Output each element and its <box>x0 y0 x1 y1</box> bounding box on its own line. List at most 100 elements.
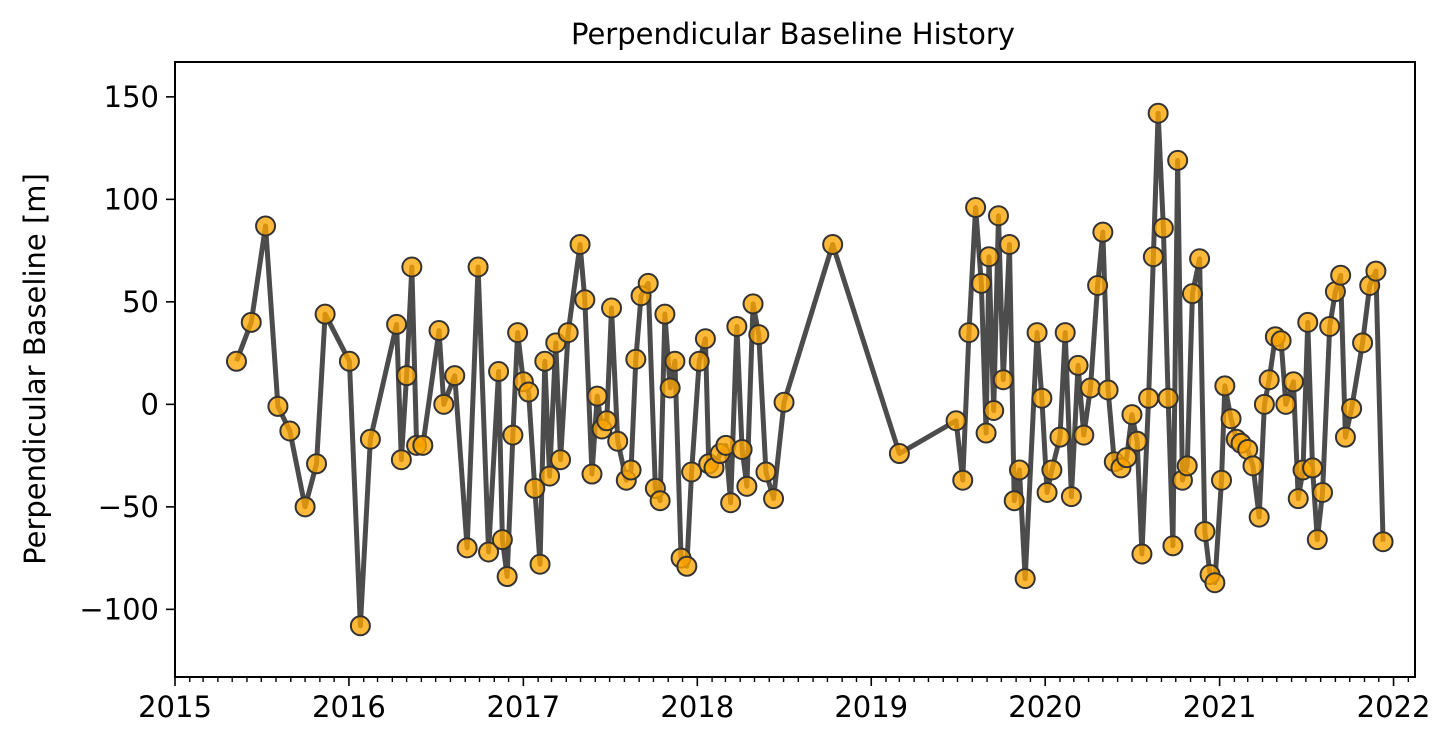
x-tick-label: 2016 <box>312 690 386 724</box>
series-layer <box>225 102 1394 637</box>
data-point <box>998 233 1020 255</box>
data-point <box>1194 520 1216 542</box>
data-point <box>1334 426 1356 448</box>
data-point <box>742 293 764 315</box>
data-point <box>888 443 910 465</box>
data-point <box>338 350 360 372</box>
data-point <box>496 566 518 588</box>
data-point <box>1121 404 1143 426</box>
x-tick-label: 2021 <box>1183 690 1257 724</box>
data-point <box>396 365 418 387</box>
data-point <box>386 313 408 335</box>
data-point <box>507 322 529 344</box>
data-point <box>534 350 556 372</box>
data-point <box>1116 447 1138 469</box>
data-point <box>444 365 466 387</box>
data-point <box>1060 486 1082 508</box>
data-point <box>428 320 450 342</box>
data-point <box>731 438 753 460</box>
data-point <box>1157 387 1179 409</box>
data-point <box>1073 424 1095 446</box>
data-point <box>1341 397 1363 419</box>
data-point <box>550 449 572 471</box>
data-point <box>349 615 371 637</box>
data-point <box>1297 311 1319 333</box>
data-point <box>763 488 785 510</box>
data-point <box>1287 488 1309 510</box>
data-point <box>1253 393 1275 415</box>
x-tick-label: 2015 <box>138 690 212 724</box>
data-point <box>601 297 623 319</box>
data-point <box>478 541 500 563</box>
data-point <box>1211 469 1233 491</box>
data-point <box>1014 568 1036 590</box>
data-point <box>491 529 513 551</box>
data-point <box>255 215 277 237</box>
data-point <box>1067 354 1089 376</box>
data-point <box>524 477 546 499</box>
data-point <box>1003 490 1025 512</box>
data-point <box>975 422 997 444</box>
x-tick-label: 2020 <box>1008 690 1082 724</box>
data-point <box>736 475 758 497</box>
data-point <box>1176 455 1198 477</box>
data-point <box>1352 332 1374 354</box>
data-point <box>1126 430 1148 452</box>
data-point <box>755 461 777 483</box>
data-point <box>1302 457 1324 479</box>
x-tick-label: 2017 <box>486 690 560 724</box>
data-point <box>1275 393 1297 415</box>
data-point <box>970 272 992 294</box>
data-point <box>240 311 262 333</box>
data-point <box>688 350 710 372</box>
y-axis-label: Perpendicular Baseline [m] <box>18 173 52 565</box>
data-point <box>1152 217 1174 239</box>
data-point <box>654 303 676 325</box>
data-point <box>1258 369 1280 391</box>
data-point <box>1365 260 1387 282</box>
axis-layer: 2015 2016 2017 2018 2019 2020 2021 2022 150 100 50… <box>79 80 1430 724</box>
data-point <box>456 537 478 559</box>
data-point <box>306 453 328 475</box>
data-point <box>518 381 540 403</box>
data-point <box>726 315 748 337</box>
data-point <box>557 322 579 344</box>
data-point <box>1270 330 1292 352</box>
data-point <box>676 555 698 577</box>
data-point <box>637 272 659 294</box>
data-point <box>1031 387 1053 409</box>
data-point <box>822 233 844 255</box>
data-point <box>1138 387 1160 409</box>
data-point <box>1054 322 1076 344</box>
data-point <box>720 492 742 514</box>
data-point <box>958 322 980 344</box>
data-point <box>1131 543 1153 565</box>
data-point <box>1008 459 1030 481</box>
data-point <box>983 400 1005 421</box>
data-point <box>1189 248 1211 270</box>
data-point <box>1142 246 1164 268</box>
data-point <box>965 197 987 219</box>
data-point <box>1214 375 1236 397</box>
data-point <box>987 205 1009 227</box>
data-point <box>433 393 455 415</box>
data-point <box>412 434 434 456</box>
data-point <box>581 463 603 485</box>
data-point <box>664 350 686 372</box>
data-point <box>539 465 561 487</box>
data-point <box>659 377 681 399</box>
data-point <box>1181 283 1203 305</box>
data-point <box>225 350 247 372</box>
data-point <box>748 324 770 346</box>
chart-title: Perpendicular Baseline History <box>571 17 1015 51</box>
data-point <box>952 469 974 491</box>
data-point <box>390 449 412 471</box>
data-point <box>620 459 642 481</box>
data-point <box>279 420 301 442</box>
data-point <box>1036 482 1058 503</box>
data-point <box>586 385 608 407</box>
data-point <box>1079 377 1101 399</box>
y-tick-label: 50 <box>122 285 159 319</box>
data-point <box>502 424 524 446</box>
